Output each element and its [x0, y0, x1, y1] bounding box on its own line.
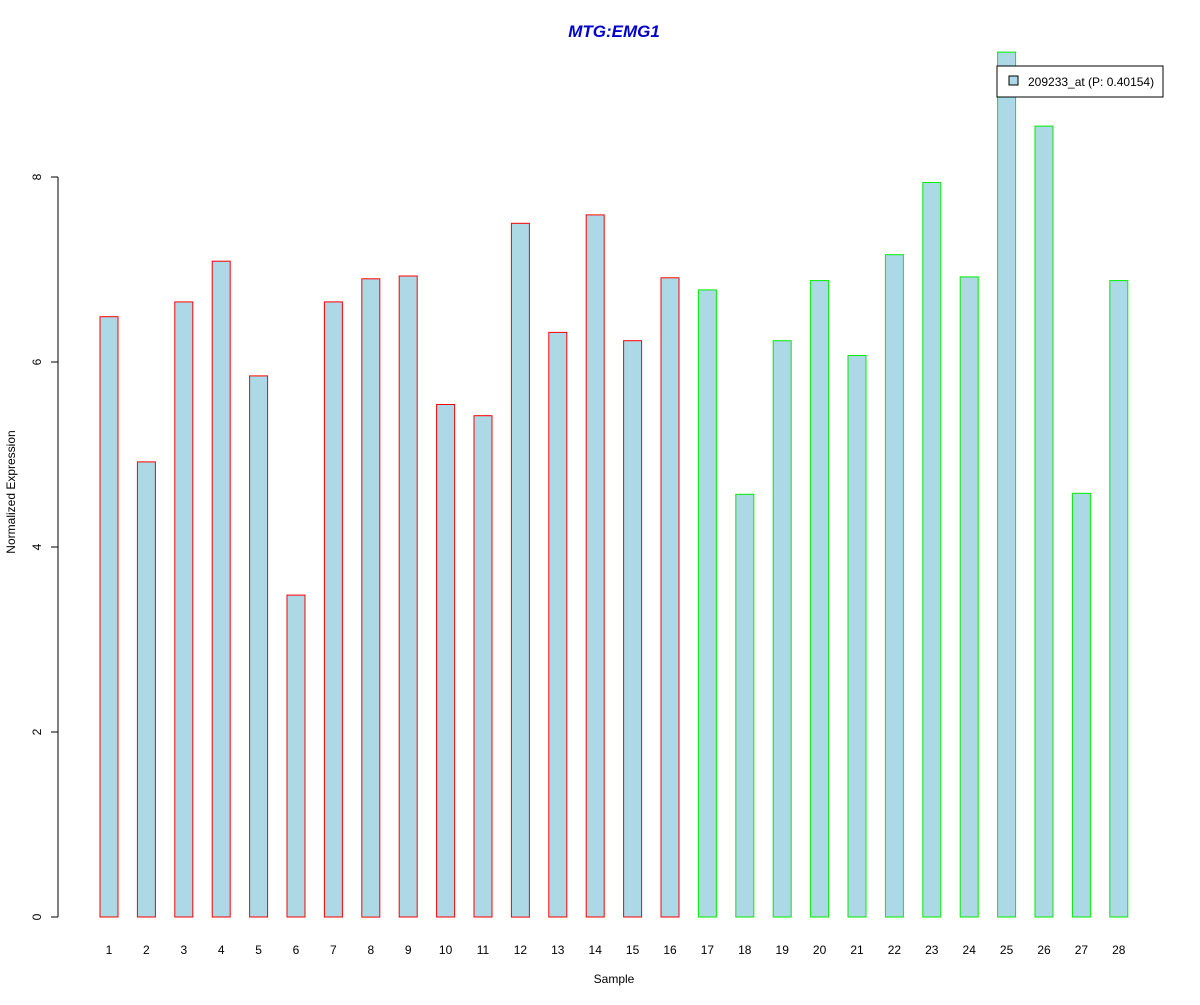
bars	[99, 51, 1129, 918]
x-axis-label: Sample	[594, 972, 635, 986]
bar	[174, 301, 194, 918]
x-tick-label: 10	[439, 943, 453, 957]
bar	[697, 289, 717, 918]
legend: 209233_at (P: 0.40154)	[996, 65, 1164, 98]
bar	[884, 254, 904, 918]
x-tick-label: 14	[589, 943, 603, 957]
bar	[1034, 125, 1054, 918]
legend-label: 209233_at (P: 0.40154)	[1028, 75, 1154, 89]
x-tick-label: 15	[626, 943, 640, 957]
y-tick-label: 6	[30, 358, 44, 365]
bar	[922, 182, 942, 918]
bar	[959, 276, 979, 918]
bar	[548, 331, 568, 918]
bar	[1071, 492, 1091, 918]
bar	[585, 214, 605, 918]
x-tick-label: 26	[1037, 943, 1051, 957]
bar	[847, 355, 867, 918]
bar	[436, 404, 456, 918]
x-tick-label: 25	[1000, 943, 1014, 957]
x-tick-label: 17	[701, 943, 715, 957]
x-tick-label: 11	[477, 943, 490, 957]
x-tick-label: 2	[143, 943, 150, 957]
x-tick-label: 20	[813, 943, 827, 957]
x-tick-label: 8	[367, 943, 374, 957]
chart-title: MTG:EMG1	[568, 22, 660, 41]
x-tick-label: 22	[888, 943, 902, 957]
x-tick-label: 9	[405, 943, 412, 957]
y-axis-label: Normalized Expression	[4, 430, 18, 553]
y-tick-label: 8	[30, 173, 44, 180]
x-tick-label: 16	[663, 943, 677, 957]
y-axis: 0 2 4 6 8	[30, 173, 59, 920]
y-tick-label: 2	[30, 728, 44, 735]
x-tick-label: 18	[738, 943, 752, 957]
x-tick-label: 4	[218, 943, 225, 957]
bar	[510, 222, 530, 918]
x-tick-label: 27	[1075, 943, 1089, 957]
legend-box	[996, 65, 1164, 98]
y-tick-label: 4	[30, 543, 44, 550]
x-tick-label: 5	[255, 943, 262, 957]
bar	[660, 277, 680, 918]
x-tick-label: 12	[514, 943, 528, 957]
x-tick-label: 21	[850, 943, 864, 957]
x-tick-labels: 1 2 3 4 5 6 7 8 9 10 11 12 13 14 15 16 17 18 19 20 21 22 23 24 2…	[106, 943, 1126, 957]
bar	[286, 594, 306, 918]
bar	[623, 340, 643, 918]
bar	[473, 415, 493, 918]
bar	[323, 301, 343, 918]
bar	[136, 461, 156, 918]
bar	[398, 275, 418, 918]
bar	[735, 493, 755, 918]
legend-swatch	[1008, 75, 1019, 86]
x-tick-label: 13	[551, 943, 565, 957]
bar	[772, 340, 792, 918]
bar	[997, 51, 1017, 918]
x-tick-label: 24	[963, 943, 977, 957]
x-tick-label: 6	[293, 943, 300, 957]
x-tick-label: 7	[330, 943, 337, 957]
bar	[249, 375, 269, 918]
x-tick-label: 28	[1112, 943, 1126, 957]
bar	[211, 260, 231, 918]
bar	[361, 278, 381, 918]
bar	[1109, 280, 1129, 918]
y-tick-label: 0	[30, 913, 44, 920]
x-tick-label: 3	[180, 943, 187, 957]
bar	[810, 280, 830, 918]
x-tick-label: 1	[106, 943, 113, 957]
x-tick-label: 19	[776, 943, 790, 957]
bar	[99, 316, 119, 918]
x-tick-label: 23	[925, 943, 939, 957]
